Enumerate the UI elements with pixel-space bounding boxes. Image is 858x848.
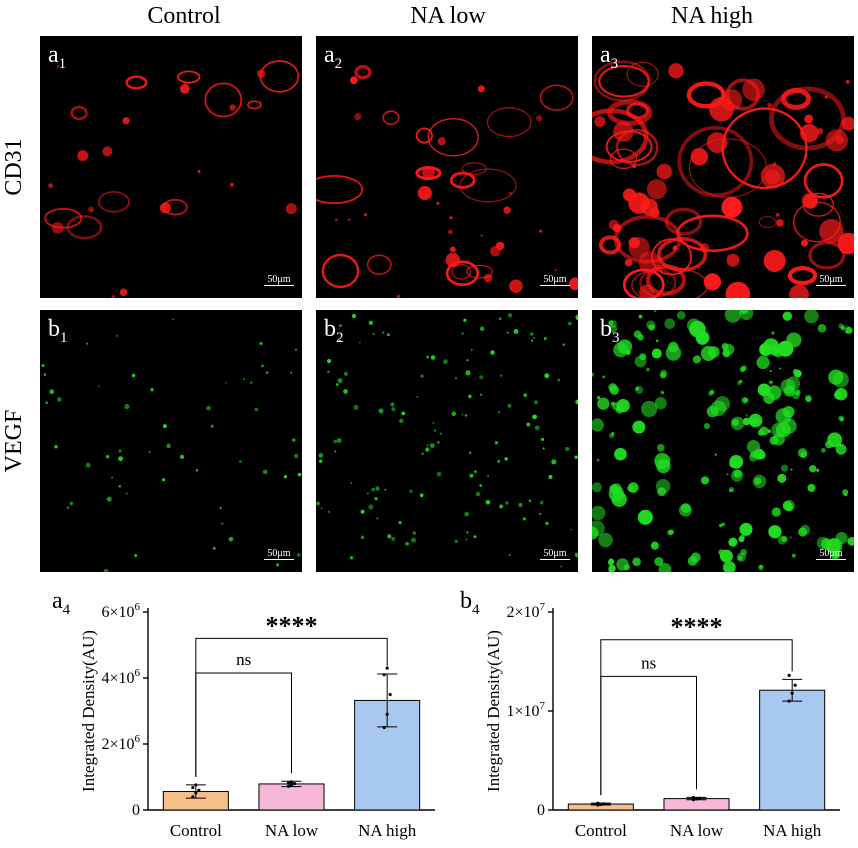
- b4-y-axis-label: Integrated Density(AU): [484, 630, 503, 792]
- panel-b3: b3 50μm: [592, 310, 854, 572]
- b4-data-point: [599, 802, 603, 807]
- a4-data-point: [292, 782, 297, 786]
- micrograph-cd31-na-high: [592, 60, 854, 298]
- b4-data-point: [596, 801, 600, 805]
- a4-x-tick-label-1: NA low: [265, 821, 319, 840]
- a4-data-point: [191, 785, 195, 790]
- a4-y-axis-label: Integrated Density(AU): [79, 630, 98, 792]
- a4-y-tick-label: 6×106: [101, 601, 140, 621]
- b4-data-point: [691, 796, 696, 800]
- a4-data-point: [191, 795, 195, 799]
- b4-significance-label-1: ****: [671, 613, 723, 642]
- b4-bar-2: [759, 689, 826, 811]
- micrograph-vegf-na-high: [592, 310, 854, 572]
- row-header-cd31: CD31: [1, 138, 27, 196]
- b4-data-point: [790, 691, 794, 695]
- panel-label-a3: a3: [600, 42, 619, 72]
- micrograph-cd31-na-low: [316, 64, 578, 298]
- b4-significance-label-0: ns: [641, 653, 656, 672]
- b4-y-tick-label: 1×107: [506, 700, 545, 720]
- column-header-control: Control: [147, 3, 221, 29]
- column-header-na-low: NA low: [410, 3, 486, 29]
- a4-significance-bracket-1: [195, 637, 388, 777]
- a4-data-point: [194, 783, 198, 787]
- b4-y-tick-label: 2×107: [506, 601, 545, 621]
- b4-x-tick-label-0: Control: [575, 821, 627, 840]
- cd31-signal-na-high: [592, 60, 854, 298]
- a4-data-point: [385, 666, 389, 670]
- a4-significance-label-0: ns: [236, 650, 251, 669]
- bar-chart-vegf-density: Integrated Density(AU) 0 1×107 2×107 Control…: [484, 601, 840, 840]
- scale-bar-a2: 50μm: [540, 274, 570, 286]
- panel-b1: b1 50μm: [40, 310, 302, 572]
- vegf-signal-control: [41, 318, 302, 572]
- chart-label-a4: a4: [52, 588, 71, 618]
- a4-data-point: [289, 783, 294, 787]
- a4-data-point: [382, 725, 386, 730]
- b4-y-tick-label: 0: [537, 802, 545, 819]
- b4-data-point: [793, 683, 797, 687]
- panel-label-b1: b1: [48, 316, 68, 346]
- panel-label-b2: b2: [324, 316, 344, 346]
- vegf-signal-na-low: [316, 313, 578, 568]
- scale-bar-b3: 50μm: [816, 548, 846, 560]
- scale-bar-b2: 50μm: [540, 548, 570, 560]
- row-header-vegf: VEGF: [1, 409, 27, 473]
- micrograph-vegf-na-low: [316, 313, 578, 568]
- a4-significance-bracket-0: [195, 672, 292, 777]
- panel-a2: a2 50μm: [316, 36, 578, 298]
- a4-data-point: [388, 692, 392, 697]
- a4-data-point: [286, 784, 291, 788]
- panel-a1: a1 50μm: [40, 36, 302, 298]
- b4-data-point: [602, 802, 606, 806]
- a4-data-point: [194, 791, 198, 795]
- panel-label-a1: a1: [48, 42, 67, 72]
- cd31-signal-na-low: [316, 64, 578, 298]
- b4-significance-bracket-0: [600, 675, 697, 796]
- column-header-na-high: NA high: [670, 3, 753, 29]
- panel-label-a2: a2: [324, 42, 343, 72]
- panel-label-b3: b3: [600, 316, 620, 346]
- a4-data-point: [289, 780, 294, 784]
- a4-x-tick-label-2: NA high: [358, 821, 417, 840]
- b4-significance-bracket-1: [600, 639, 793, 796]
- a4-data-point: [197, 788, 201, 792]
- b4-x-tick-label-1: NA low: [670, 821, 724, 840]
- a4-data-point: [385, 712, 389, 716]
- a4-y-tick-label: 2×106: [101, 733, 140, 753]
- b4-data-point: [787, 699, 791, 703]
- micrograph-vegf-control: [41, 318, 302, 572]
- b4-data-point: [697, 796, 702, 800]
- panel-b2: b2 50μm: [316, 310, 578, 572]
- a4-y-tick-label: 4×106: [101, 667, 140, 687]
- micrograph-cd31-control: [44, 60, 300, 298]
- b4-data-point: [694, 797, 699, 801]
- chart-label-b4: b4: [460, 588, 480, 618]
- panel-a3: a3 50μm: [592, 36, 854, 298]
- vegf-signal-na-high: [592, 310, 854, 572]
- scale-bar-b1: 50μm: [264, 548, 294, 560]
- a4-x-tick-label-0: Control: [170, 821, 222, 840]
- cd31-signal-control: [44, 60, 300, 298]
- a4-data-point: [382, 673, 386, 677]
- b4-x-tick-label-2: NA high: [763, 821, 822, 840]
- b4-data-point: [787, 673, 791, 677]
- scale-bar-a3: 50μm: [816, 274, 846, 286]
- a4-y-tick-label: 0: [132, 802, 140, 819]
- a4-significance-label-1: ****: [266, 611, 318, 640]
- bar-chart-cd31-density: Integrated Density(AU) 0 2×106 4×106 6×106 Co…: [79, 601, 435, 840]
- a4-bar-1: [258, 783, 325, 811]
- scale-bar-a1: 50μm: [264, 274, 294, 286]
- a4-data-point: [286, 781, 291, 785]
